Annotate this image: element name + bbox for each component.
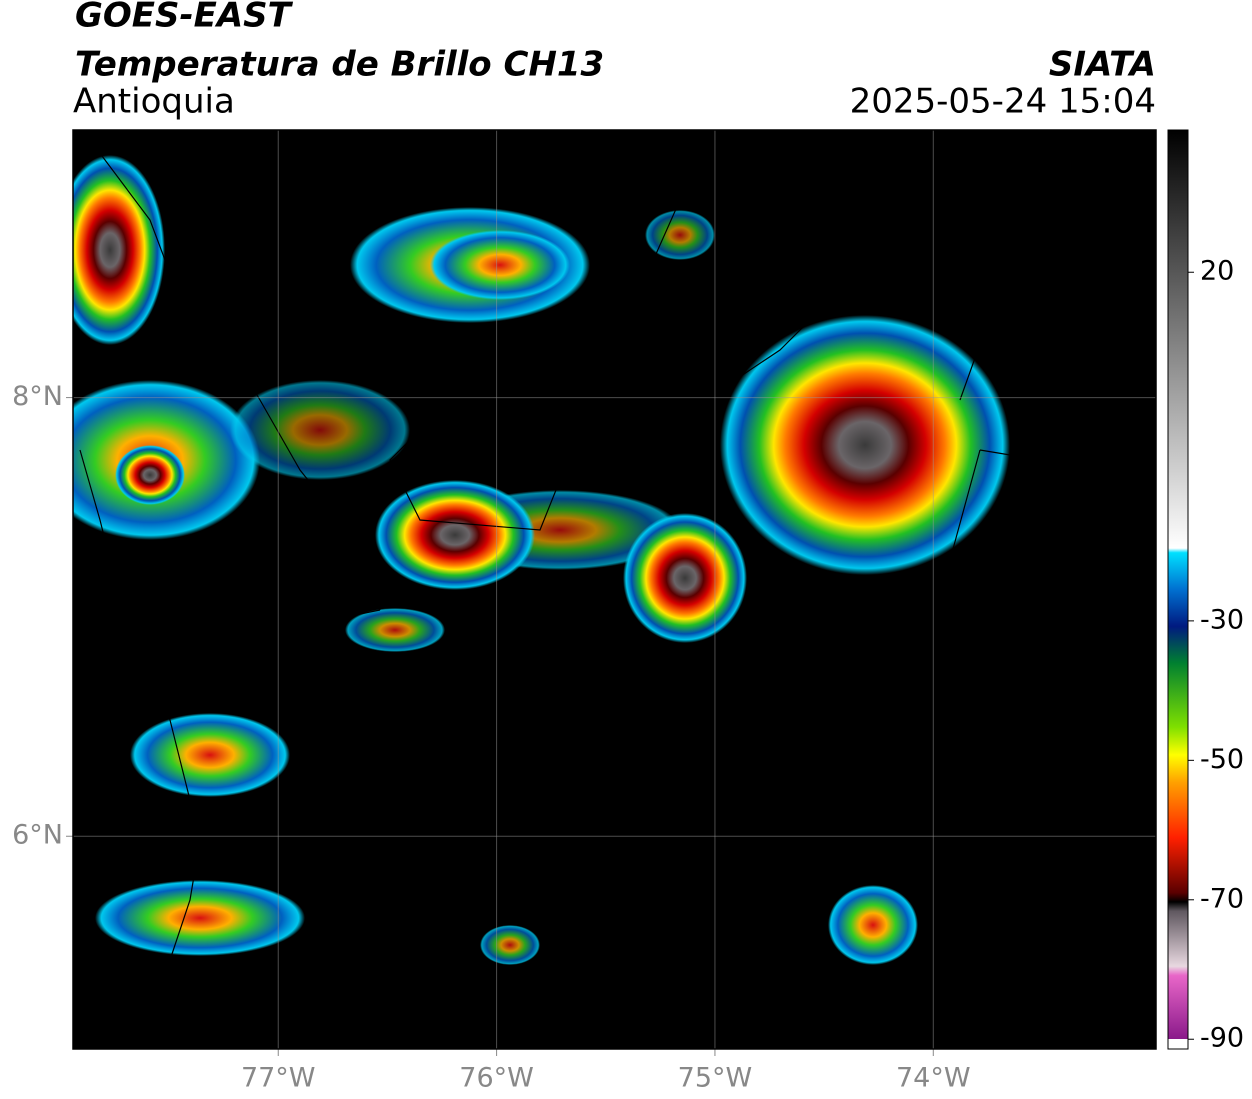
x-tick-label: 75°W xyxy=(678,1063,753,1094)
y-tick-label: 6°N xyxy=(12,820,63,851)
region: Antioquia xyxy=(73,82,235,122)
datetime: 2025-05-24 15:04 xyxy=(850,82,1156,122)
x-tick-label: 74°W xyxy=(896,1063,971,1094)
x-tick-label: 76°W xyxy=(459,1063,534,1094)
colorbar-tick-label: -50 xyxy=(1200,744,1244,775)
x-tick-label: 77°W xyxy=(241,1063,316,1094)
colorbar-tick-label: -90 xyxy=(1200,1023,1244,1054)
colorbar xyxy=(1167,129,1189,1050)
title: GOES-EAST xyxy=(75,0,294,36)
colorbar-tick-label: -70 xyxy=(1200,883,1244,914)
colorbar-tick-label: 20 xyxy=(1200,256,1234,287)
map-frame xyxy=(72,129,1157,1050)
subtitle: Temperatura de Brillo CH13 xyxy=(75,45,604,85)
grid xyxy=(66,130,1156,1056)
y-tick-label: 8°N xyxy=(12,381,63,412)
colorbar-ticks: 20 -30 -50 -70 -90 xyxy=(1188,256,1244,1054)
satellite-image xyxy=(73,130,1156,1049)
colorbar-tick-label: -30 xyxy=(1200,604,1244,635)
agency: SIATA xyxy=(1049,45,1156,85)
